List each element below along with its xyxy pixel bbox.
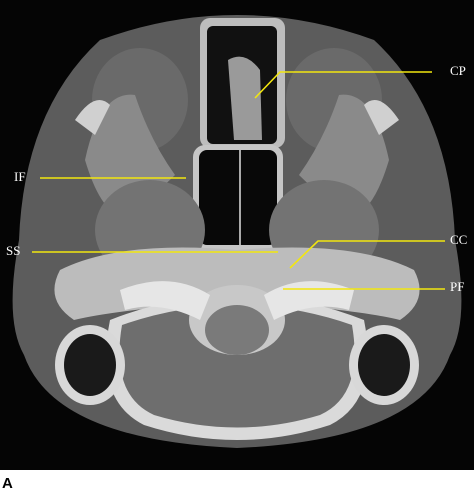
label-cc: CC — [450, 232, 467, 247]
annotations: CP IF SS CC PF — [6, 63, 467, 294]
ct-scan — [0, 0, 474, 470]
label-cp: CP — [450, 63, 466, 78]
pointer-line — [289, 240, 445, 269]
label-pf: PF — [450, 279, 464, 294]
label-ss: SS — [6, 243, 20, 258]
pointer-line — [254, 71, 432, 99]
label-if: IF — [14, 169, 26, 184]
panel-label: A — [2, 475, 13, 492]
